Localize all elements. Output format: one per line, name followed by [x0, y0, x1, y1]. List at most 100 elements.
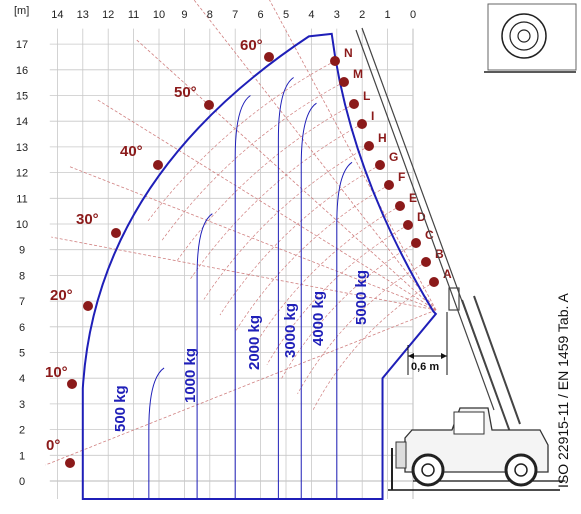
- load-curve: [336, 161, 353, 499]
- y-tick-label: 0: [19, 476, 25, 488]
- x-tick-label: 6: [258, 9, 264, 21]
- x-tick-label: 4: [308, 9, 314, 21]
- angle-label: 10°: [45, 364, 68, 381]
- y-tick-label: 1: [19, 450, 25, 462]
- angle-dot: [153, 160, 163, 170]
- y-tick-label: 17: [16, 39, 28, 51]
- angle-label: 20°: [50, 287, 73, 304]
- stabilizer-wheel-icon: [484, 3, 577, 73]
- angle-dot: [264, 52, 274, 62]
- extension-arc: [297, 261, 427, 395]
- working-envelope: [81, 32, 438, 500]
- extension-dot: [384, 180, 394, 190]
- extension-arc: [161, 81, 345, 242]
- extension-label: L: [363, 89, 370, 103]
- extension-label: E: [409, 191, 417, 205]
- load-curve: [234, 95, 251, 499]
- extension-label: G: [389, 150, 398, 164]
- y-tick-label: 10: [16, 219, 28, 231]
- extension-label: C: [425, 228, 434, 242]
- x-tick-label: 7: [232, 9, 238, 21]
- load-label: 5000 kg: [353, 270, 370, 325]
- extension-arc: [234, 184, 390, 333]
- angle-line: [68, 165, 437, 311]
- angle-label: 60°: [240, 37, 263, 54]
- y-tick-label: 6: [19, 322, 25, 334]
- x-tick-label: 0: [410, 9, 416, 21]
- x-tick-labels: 14 13 12 11 10 9 8 7 6 5 4 3 2 1 0: [51, 9, 416, 21]
- load-label: 3000 kg: [282, 303, 299, 358]
- x-tick-label: 13: [77, 9, 89, 21]
- angle-dot: [67, 379, 77, 389]
- extension-label: H: [378, 131, 387, 145]
- x-tick-label: 2: [359, 9, 365, 21]
- load-curve: [300, 102, 317, 499]
- extension-label: F: [398, 170, 405, 184]
- telehandler-illustration: [388, 407, 560, 491]
- extension-arc: [203, 145, 370, 300]
- angle-line: [45, 309, 437, 466]
- extension-dot: [421, 257, 431, 267]
- angle-label: 40°: [120, 143, 143, 160]
- angle-line: [193, 0, 437, 311]
- extension-dot: [375, 160, 385, 170]
- boom-extension-arcs: [147, 60, 435, 410]
- y-tick-label: 15: [16, 91, 28, 103]
- load-label: 500 kg: [112, 385, 129, 432]
- y-tick-label: 11: [16, 193, 27, 205]
- standard-label: ISO 22915-11 / EN 1459 Tab. A: [555, 293, 571, 489]
- extension-arc: [176, 103, 355, 261]
- extension-dot: [339, 77, 349, 87]
- unit-label: [m]: [14, 5, 29, 17]
- extension-dot: [357, 119, 367, 129]
- y-tick-label: 5: [19, 348, 25, 360]
- offset-dimension-label: 0,6 m: [411, 361, 439, 373]
- load-capacity-curves: [148, 77, 353, 499]
- load-labels: 500 kg 1000 kg 2000 kg 3000 kg 4000 kg 5000 k…: [112, 270, 370, 432]
- y-tick-label: 12: [16, 168, 28, 180]
- y-tick-label: 3: [19, 399, 25, 411]
- angle-dot: [83, 301, 93, 311]
- extension-dot: [395, 201, 405, 211]
- extension-label: N: [344, 46, 353, 60]
- x-tick-label: 14: [51, 9, 63, 21]
- angle-line: [269, 0, 437, 311]
- extension-dot: [330, 56, 340, 66]
- load-curve: [148, 367, 165, 499]
- angle-line: [51, 236, 437, 311]
- extension-label: D: [417, 210, 426, 224]
- extension-label: B: [435, 247, 444, 261]
- angle-dot: [111, 228, 121, 238]
- x-tick-label: 9: [181, 9, 187, 21]
- y-tick-label: 4: [19, 373, 25, 385]
- angle-dot: [65, 458, 75, 468]
- x-tick-label: 11: [128, 9, 139, 21]
- angle-line: [97, 99, 437, 311]
- y-tick-label: 13: [16, 142, 28, 154]
- y-tick-label: 2: [19, 425, 25, 437]
- load-label: 4000 kg: [310, 291, 327, 346]
- angle-markers: 0° 10° 20° 30° 40° 50° 60°: [45, 37, 274, 468]
- extension-arc: [266, 224, 409, 365]
- y-tick-label: 8: [19, 270, 25, 282]
- y-tick-label: 16: [16, 65, 28, 77]
- load-label: 1000 kg: [182, 348, 199, 403]
- extension-dot: [349, 99, 359, 109]
- extension-arc: [190, 123, 363, 280]
- extension-dot: [429, 277, 439, 287]
- y-tick-label: 9: [19, 245, 25, 257]
- x-tick-label: 5: [283, 9, 289, 21]
- extension-label: A: [443, 267, 452, 281]
- extension-arc: [280, 242, 417, 380]
- x-tick-label: 3: [334, 9, 340, 21]
- y-tick-label: 7: [19, 296, 25, 308]
- load-curve: [196, 213, 213, 499]
- angle-label: 50°: [174, 84, 197, 101]
- load-curve: [277, 77, 294, 499]
- angle-label: 0°: [46, 437, 60, 454]
- extension-arc: [219, 164, 381, 316]
- x-tick-label: 10: [153, 9, 165, 21]
- extension-dot: [411, 238, 421, 248]
